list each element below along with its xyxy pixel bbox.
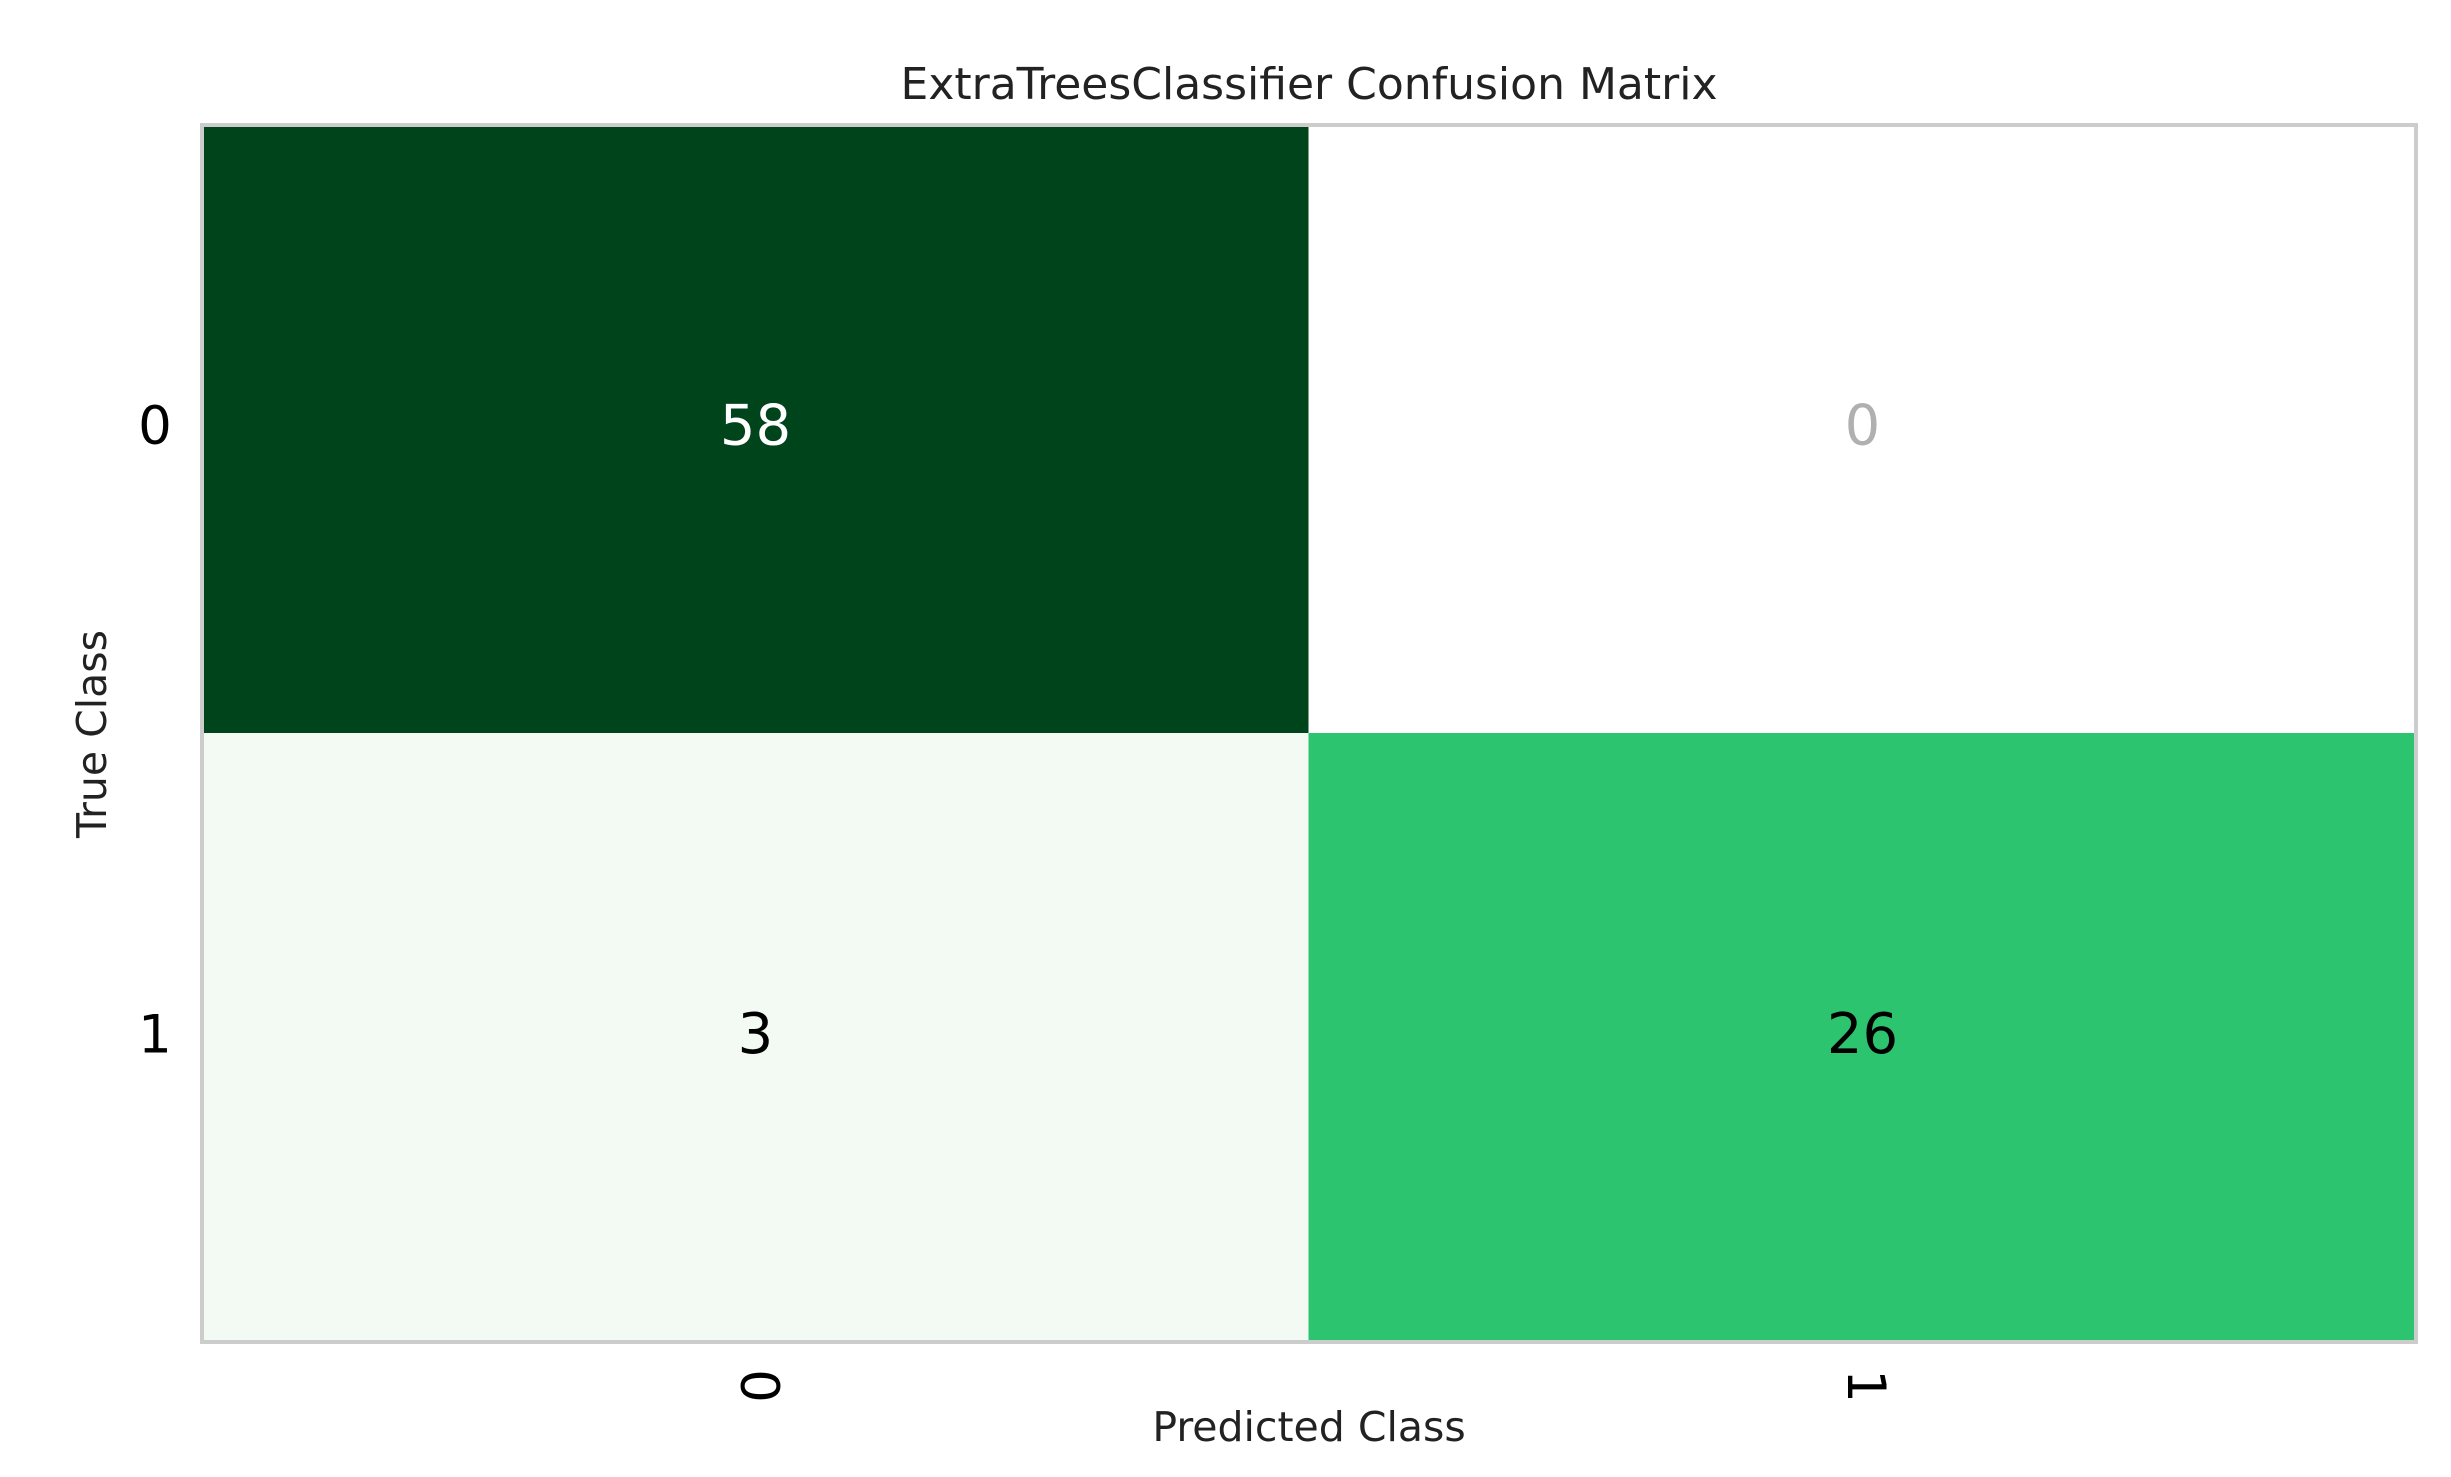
cell: [201, 124, 1310, 734]
y-axis-label: True Class: [68, 630, 116, 839]
cell-label: 26: [1827, 1002, 1898, 1067]
x-tick-label: 1: [1835, 1369, 1896, 1403]
chart-title: ExtraTreesClassifier Confusion Matrix: [901, 59, 1718, 110]
y-tick-label: 0: [138, 396, 172, 457]
cell-label: 0: [1845, 393, 1881, 458]
y-tick-label: 1: [138, 1004, 172, 1065]
cell-label: 3: [738, 1002, 774, 1067]
cell: [201, 733, 1310, 1343]
cell-label: 58: [720, 393, 791, 458]
cell: [1308, 733, 2417, 1343]
cell: [1308, 124, 2417, 734]
frame: [200, 123, 2418, 1344]
x-axis-label: Predicted Class: [1152, 1403, 1465, 1451]
x-tick-label: 0: [728, 1369, 789, 1403]
